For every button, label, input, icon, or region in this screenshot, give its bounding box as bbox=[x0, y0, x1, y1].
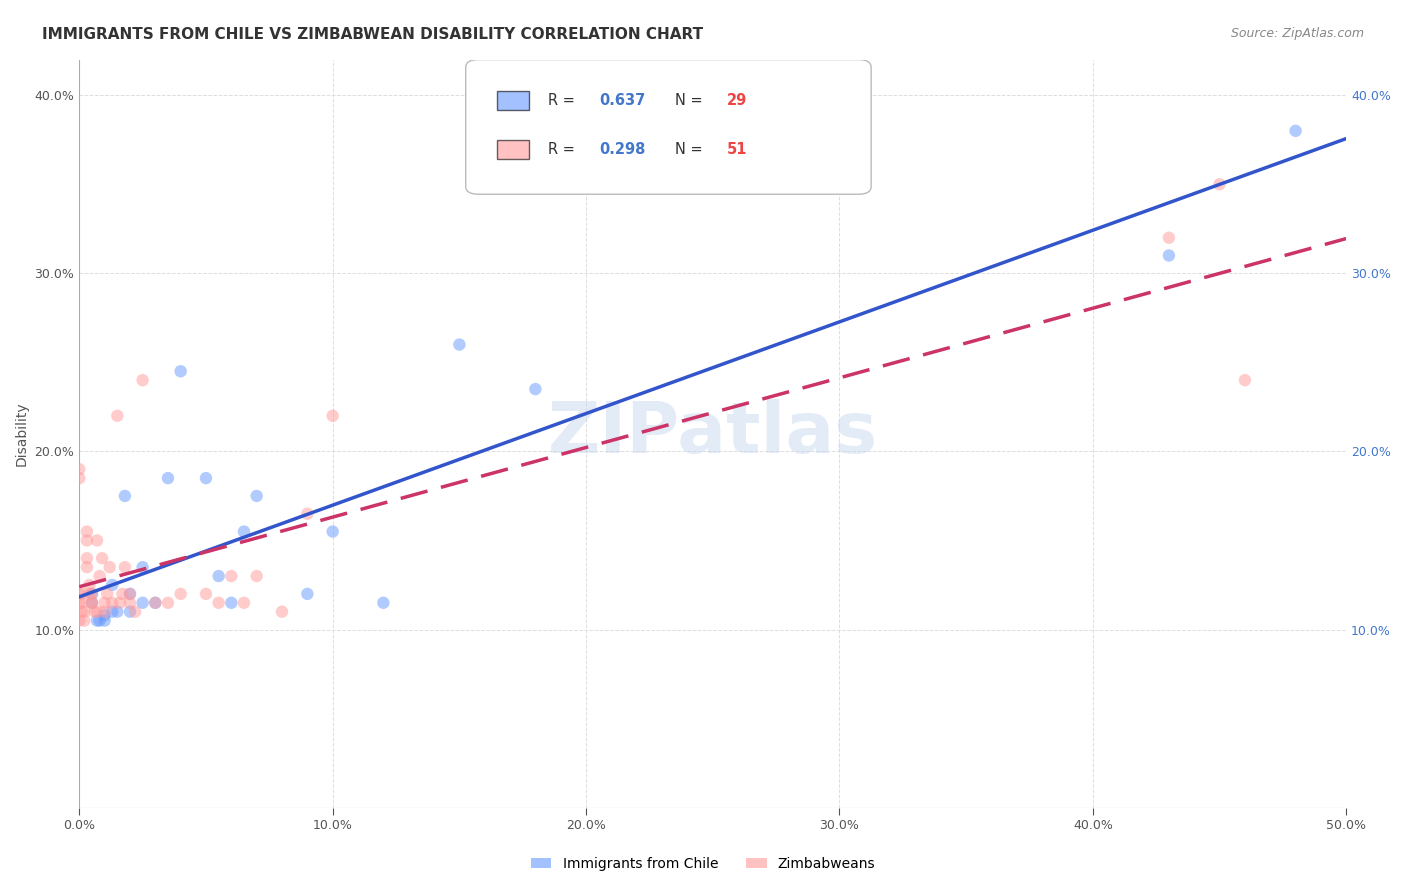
FancyBboxPatch shape bbox=[498, 140, 529, 159]
FancyBboxPatch shape bbox=[465, 60, 872, 194]
Point bbox=[131, 560, 153, 574]
Y-axis label: Disability: Disability bbox=[15, 401, 30, 466]
Point bbox=[169, 364, 191, 378]
Text: 0.298: 0.298 bbox=[599, 142, 645, 157]
Point bbox=[118, 587, 141, 601]
Point bbox=[195, 587, 218, 601]
Point bbox=[96, 587, 118, 601]
Point bbox=[246, 489, 269, 503]
Point bbox=[233, 596, 256, 610]
Point bbox=[67, 462, 90, 476]
Point bbox=[86, 614, 108, 628]
Point bbox=[156, 471, 179, 485]
Point bbox=[1208, 178, 1230, 192]
Point bbox=[118, 587, 141, 601]
Point bbox=[118, 605, 141, 619]
Point bbox=[101, 605, 124, 619]
Point bbox=[156, 596, 179, 610]
Point bbox=[221, 569, 243, 583]
Point bbox=[76, 533, 98, 548]
Point bbox=[83, 605, 105, 619]
Point bbox=[271, 605, 294, 619]
Point bbox=[73, 605, 96, 619]
Text: IMMIGRANTS FROM CHILE VS ZIMBABWEAN DISABILITY CORRELATION CHART: IMMIGRANTS FROM CHILE VS ZIMBABWEAN DISA… bbox=[42, 27, 703, 42]
Point bbox=[143, 596, 166, 610]
Point bbox=[524, 382, 547, 396]
Point bbox=[67, 596, 90, 610]
Point bbox=[80, 596, 103, 610]
Point bbox=[80, 587, 103, 601]
Point bbox=[195, 471, 218, 485]
Point bbox=[93, 596, 115, 610]
Point bbox=[70, 596, 93, 610]
Text: ZIPatlas: ZIPatlas bbox=[548, 399, 877, 468]
Point bbox=[67, 614, 90, 628]
Point bbox=[80, 596, 103, 610]
Point bbox=[86, 533, 108, 548]
Text: 0.637: 0.637 bbox=[599, 94, 645, 108]
Point bbox=[93, 608, 115, 623]
Point bbox=[169, 587, 191, 601]
Point bbox=[101, 578, 124, 592]
Text: N =: N = bbox=[675, 94, 707, 108]
Point bbox=[76, 551, 98, 566]
Point bbox=[124, 605, 146, 619]
Point bbox=[221, 596, 243, 610]
Point bbox=[114, 489, 136, 503]
Point bbox=[1284, 124, 1306, 138]
Point bbox=[89, 569, 111, 583]
Text: 29: 29 bbox=[727, 94, 747, 108]
Point bbox=[208, 596, 231, 610]
Point bbox=[373, 596, 395, 610]
Point bbox=[322, 524, 344, 539]
Text: Source: ZipAtlas.com: Source: ZipAtlas.com bbox=[1230, 27, 1364, 40]
Point bbox=[108, 596, 131, 610]
Point bbox=[101, 596, 124, 610]
Point bbox=[1157, 248, 1180, 262]
Text: 51: 51 bbox=[727, 142, 747, 157]
Point bbox=[76, 560, 98, 574]
Point bbox=[131, 373, 153, 387]
Text: R =: R = bbox=[548, 94, 579, 108]
Point bbox=[79, 587, 101, 601]
Text: R =: R = bbox=[548, 142, 579, 157]
FancyBboxPatch shape bbox=[498, 91, 529, 110]
Point bbox=[1157, 230, 1180, 244]
Point bbox=[105, 605, 128, 619]
Point bbox=[322, 409, 344, 423]
Point bbox=[80, 587, 103, 601]
Point bbox=[73, 614, 96, 628]
Point bbox=[111, 587, 134, 601]
Point bbox=[91, 551, 114, 566]
Point bbox=[89, 614, 111, 628]
Point bbox=[86, 605, 108, 619]
Point bbox=[297, 507, 319, 521]
Point bbox=[79, 578, 101, 592]
Point bbox=[93, 605, 115, 619]
Point bbox=[114, 560, 136, 574]
Point bbox=[70, 587, 93, 601]
Point bbox=[118, 596, 141, 610]
Point bbox=[1233, 373, 1256, 387]
Point bbox=[131, 596, 153, 610]
Point bbox=[67, 471, 90, 485]
Point bbox=[233, 524, 256, 539]
Point bbox=[105, 409, 128, 423]
Point bbox=[246, 569, 269, 583]
Text: N =: N = bbox=[675, 142, 707, 157]
Point bbox=[67, 587, 90, 601]
Point bbox=[93, 614, 115, 628]
Point bbox=[76, 524, 98, 539]
Point bbox=[297, 587, 319, 601]
Point bbox=[208, 569, 231, 583]
Point bbox=[143, 596, 166, 610]
Point bbox=[98, 560, 121, 574]
Point bbox=[449, 337, 471, 351]
Point bbox=[70, 605, 93, 619]
Legend: Immigrants from Chile, Zimbabweans: Immigrants from Chile, Zimbabweans bbox=[524, 851, 882, 876]
Point bbox=[80, 596, 103, 610]
